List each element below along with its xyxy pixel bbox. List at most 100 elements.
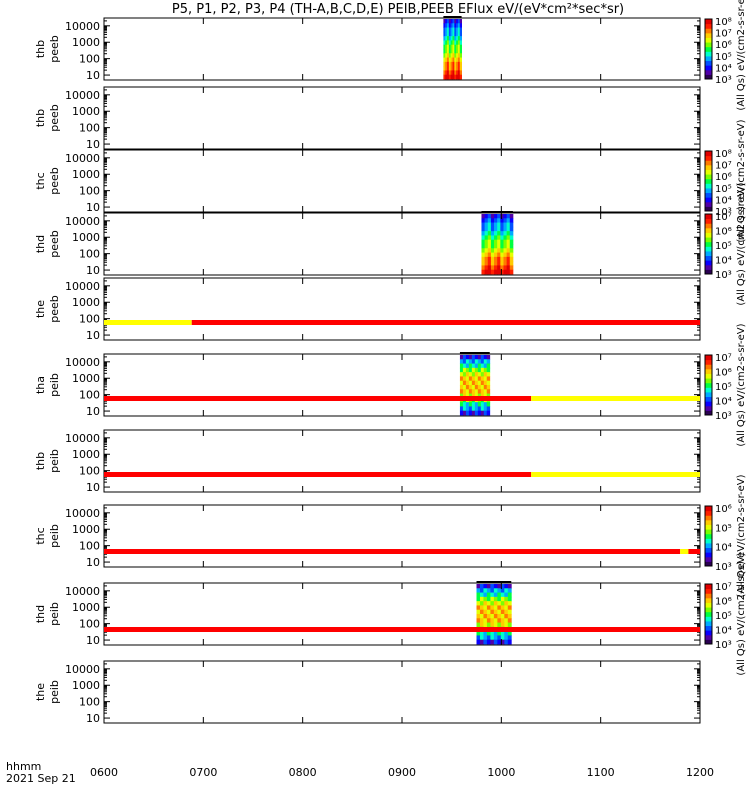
spectrogram-cell	[497, 614, 502, 619]
spectrogram-cell	[454, 66, 457, 71]
colorbar-swatch	[705, 37, 712, 43]
spectrogram-cell	[483, 584, 488, 589]
spectrogram-cell	[509, 222, 514, 228]
spectrogram-cell	[468, 355, 473, 360]
colorbar-label: (All Qs) eV/(cm2-s-sr-eV)	[736, 0, 747, 111]
colorbar-tick-label: 10⁶	[715, 368, 732, 379]
spectrogram-cell	[456, 74, 459, 80]
colorbar-swatch	[705, 192, 712, 198]
spectrogram-cell	[484, 226, 489, 232]
spectrogram-cell	[479, 618, 484, 623]
spectrogram-cell	[506, 261, 511, 266]
spectrogram-cell	[509, 214, 514, 219]
spectrogram-cell	[493, 592, 498, 598]
y-tick-label: 10000	[65, 585, 100, 598]
spectrogram-cell	[456, 66, 459, 71]
spectrogram-cell	[490, 235, 495, 241]
spectrogram-cell	[448, 36, 452, 41]
spectrogram-cell	[494, 244, 498, 249]
colorbar-swatch	[705, 510, 712, 516]
spectrogram-cell	[448, 44, 452, 50]
spectrogram-cell	[447, 53, 450, 58]
colorbar-tick-label: 10⁴	[715, 195, 732, 206]
spectrogram-cell	[500, 239, 504, 245]
spectrogram-cell	[497, 214, 501, 219]
spectrogram-cell	[459, 66, 462, 71]
spectrogram-cell	[494, 256, 498, 262]
spectrogram-cell	[459, 380, 464, 386]
spectrogram-cell	[447, 19, 450, 24]
spectrogram-cell	[445, 53, 448, 58]
spectrogram-cell	[509, 226, 514, 232]
spectrogram-cell	[484, 222, 489, 228]
spectrogram-cell	[450, 57, 453, 63]
spectrogram-cell	[509, 231, 514, 236]
spectrogram-cell	[479, 609, 484, 615]
spectrogram-cell	[486, 592, 491, 598]
panel-thd-peib: 10 100 1000 10000 thd peib 10³ 10⁴ 10⁵ 10⁶ 10⁷ (All…	[34, 552, 747, 675]
colorbar-swatch	[705, 616, 712, 622]
spectrogram-cell	[471, 363, 476, 369]
spectrogram-cell	[504, 614, 509, 619]
spectrogram-cell	[490, 601, 495, 606]
spectrogram-cell	[490, 252, 495, 258]
y-tick-label: 10000	[65, 356, 100, 369]
y-tick-label: 100	[79, 618, 100, 631]
y-tick-label: 10000	[65, 507, 100, 520]
y-tick-label: 10	[86, 405, 100, 418]
spectrogram-cell	[497, 592, 502, 598]
spectrogram-cell	[490, 639, 495, 645]
spectrogram-cell	[494, 218, 498, 223]
spectrogram-cell	[459, 363, 464, 369]
spectrogram-cell	[450, 70, 453, 76]
colorbar-tick-label: 10⁷	[715, 582, 732, 593]
spectrogram-cell	[452, 49, 455, 54]
y-tick-label: 1000	[72, 168, 100, 181]
burst-marker	[459, 352, 490, 354]
colorbar-swatch	[705, 264, 712, 270]
spectrogram-cell	[481, 214, 486, 219]
spectrogram-cell	[486, 639, 491, 645]
spectrogram-cell	[447, 70, 450, 76]
spectrogram-cell	[503, 269, 508, 275]
spectrogram-cell	[462, 355, 467, 360]
spectrogram-cell	[462, 393, 467, 399]
spectrogram-cell	[490, 584, 495, 589]
spectrogram-cell	[468, 402, 473, 407]
panel-frame	[103, 149, 701, 213]
spectrogram-cell	[484, 256, 489, 262]
colorbar-swatch	[705, 197, 712, 203]
colorbar-tick-label: 10⁶	[715, 504, 732, 515]
colorbar-swatch	[705, 391, 712, 398]
spectrogram-cell	[450, 27, 453, 33]
colorbar-frame	[704, 213, 713, 275]
panel-frame	[103, 660, 701, 724]
colorbar-swatch	[705, 588, 712, 594]
spectrogram-cell	[471, 402, 476, 407]
spectrogram-cell	[448, 31, 452, 37]
spectrogram-cell	[452, 27, 455, 33]
spectrogram-cell	[504, 605, 509, 611]
spectrogram-cell	[490, 618, 495, 623]
colorbar-tick-label: 10⁵	[715, 611, 732, 622]
panel-probe-label: thc	[34, 527, 47, 544]
spectrogram-cell	[494, 222, 498, 228]
spectrogram-cell	[448, 27, 452, 33]
spectrogram-cell	[476, 601, 481, 606]
colorbar-swatch	[705, 602, 712, 608]
spectrogram-cell	[497, 265, 501, 271]
spectrogram-cell	[480, 393, 485, 399]
colorbar-swatch	[705, 519, 712, 525]
spectrogram-cell	[476, 584, 481, 589]
spectrogram-cell	[476, 614, 481, 619]
panel-frame	[103, 582, 701, 646]
spectrogram-cell	[477, 393, 482, 399]
panel-instrument-label: peeb	[48, 295, 61, 323]
colorbar-swatch	[705, 378, 712, 384]
spectrogram-cell	[465, 367, 470, 373]
spectrogram-cell	[471, 372, 476, 377]
spectrogram-cell	[443, 61, 446, 67]
colorbar-swatch	[705, 396, 712, 402]
spectrogram-cell	[447, 49, 450, 54]
